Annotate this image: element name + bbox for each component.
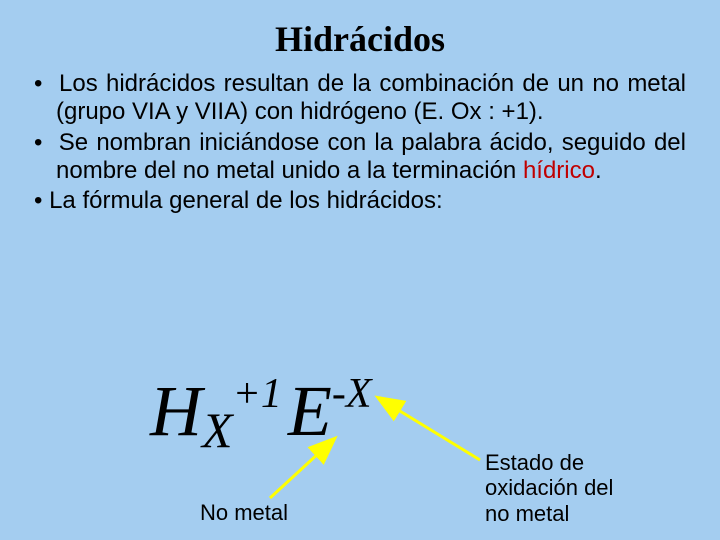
slide-title: Hidrácidos [0,0,720,60]
bullet-2: • Se nombran iniciándose con la palabra … [34,129,686,186]
bullet-3: • La fórmula general de los hidrácidos: [34,187,686,215]
formula-E-sup: -X [332,371,372,417]
formula-H-sub: X [202,402,233,458]
body-text: • Los hidrácidos resultan de la combinac… [0,60,720,216]
label-nometal: No metal [200,500,288,526]
formula-H: H [150,371,202,451]
formula-H-sup: +1 [233,371,282,417]
formula-E: E [288,371,332,451]
arrow-to-exponent [395,408,480,460]
bullet-1: • Los hidrácidos resultan de la combinac… [34,70,686,127]
label-estado: Estado de oxidación del no metal [485,450,613,526]
formula: HX+1E-X [150,370,372,459]
